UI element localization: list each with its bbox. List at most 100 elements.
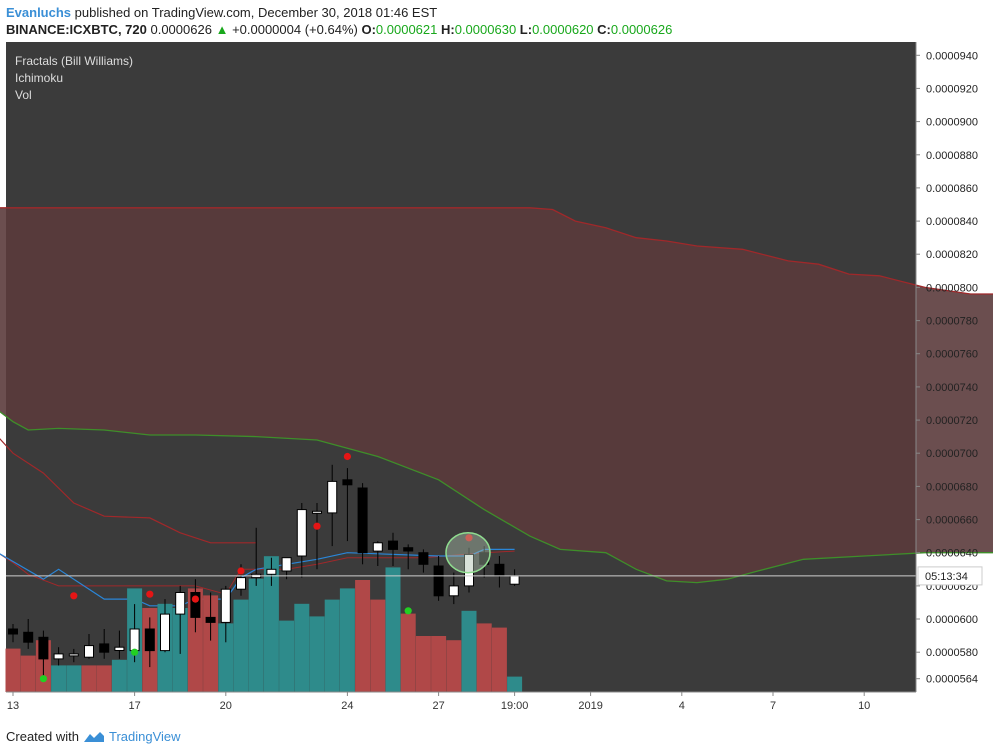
symbol-label[interactable]: BINANCE:ICXBTC, 720 (6, 22, 147, 37)
price-tick-label: 0.0000860 (926, 183, 978, 195)
candle-body[interactable] (23, 631, 34, 643)
volume-bar (96, 665, 112, 692)
annotations[interactable] (6, 531, 916, 577)
candle-body[interactable] (342, 479, 353, 486)
volume-bar (507, 676, 523, 692)
price-tick-label: 0.0000820 (926, 249, 978, 261)
candle-body[interactable] (296, 509, 307, 557)
price-tick-label: 0.0000800 (926, 282, 978, 294)
fractal-up-marker (343, 452, 351, 461)
time-axis[interactable]: 13 17 20 24 27 19:00 2019 4 7 10 (7, 692, 870, 712)
candle-body[interactable] (220, 588, 231, 623)
highlight-circle[interactable] (445, 531, 491, 574)
volume-bar (370, 599, 386, 692)
high-label: H: (441, 22, 455, 37)
fractal-up-marker (237, 567, 245, 575)
price-tick-label: 0.0000740 (926, 382, 978, 394)
candle-body[interactable] (357, 487, 368, 554)
tenkan-line (0, 548, 515, 607)
time-tick-label: 7 (770, 700, 776, 712)
candle-body[interactable] (418, 552, 429, 565)
volume-bar (248, 578, 264, 692)
ichimoku-cloud (0, 207, 993, 583)
volume-bar (309, 616, 325, 692)
candle-body[interactable] (464, 553, 474, 587)
author-link[interactable]: Evanluchs (6, 5, 72, 20)
candle-body[interactable] (38, 636, 49, 660)
volume-bar (476, 623, 492, 692)
candle-body[interactable] (494, 563, 505, 577)
price-tick-label: 0.0000900 (926, 117, 978, 129)
fractals (39, 452, 473, 683)
volume-bar (51, 665, 67, 692)
price-tick-label: 0.0000880 (926, 150, 978, 162)
price-chart[interactable]: Fractals (Bill Williams) Ichimoku Vol 0.… (0, 40, 993, 720)
candle-body[interactable] (388, 540, 398, 550)
indicator-legend: Fractals (Bill Williams) Ichimoku Vol (15, 54, 133, 102)
fractal-down-marker (131, 648, 139, 656)
candle-body[interactable] (53, 653, 64, 660)
time-tick-label: 10 (858, 700, 870, 712)
up-arrow-icon: ▲ (215, 22, 229, 37)
indicator-fractals[interactable]: Fractals (Bill Williams) (15, 54, 133, 68)
candles[interactable] (8, 464, 520, 676)
volume-bar (5, 648, 21, 692)
volume-bar (339, 588, 355, 692)
senkou-span-b-line (0, 410, 993, 584)
candle-body[interactable] (175, 592, 186, 615)
volume-bar (111, 659, 127, 692)
volume-bar (20, 655, 36, 692)
high-value: 0.0000630 (454, 22, 517, 37)
quote-line: BINANCE:ICXBTC, 720 0.0000626 ▲ +0.00000… (6, 21, 672, 38)
candle-body[interactable] (509, 575, 520, 585)
candle-body[interactable] (205, 616, 216, 623)
price-axis[interactable]: 0.0000940 0.0000920 0.0000900 0.0000880 0.00… (916, 50, 983, 686)
candle-body[interactable] (160, 613, 170, 652)
candle-body[interactable] (8, 628, 18, 635)
low-label: L: (519, 22, 533, 37)
price-change: +0.0000004 (+0.64%) (232, 22, 358, 37)
price-tick-label: 0.0000580 (926, 647, 978, 659)
chikou-line (0, 438, 257, 544)
time-tick-label: 20 (220, 700, 232, 712)
volume-bar (294, 603, 310, 692)
time-tick-label: 17 (128, 700, 140, 712)
price-tick-label: 0.0000920 (926, 83, 978, 95)
volume-bar (446, 640, 462, 692)
volume-bar (218, 623, 234, 692)
volume-bar (66, 665, 82, 692)
candle-body[interactable] (312, 510, 322, 514)
volume-bar (263, 556, 279, 692)
volume-bar (461, 610, 477, 692)
candle-body[interactable] (266, 568, 277, 575)
candle-body[interactable] (114, 646, 125, 652)
tradingview-brand[interactable]: TradingView (108, 729, 181, 744)
close-label: C: (597, 22, 611, 37)
volume-bar (415, 636, 431, 692)
price-tick-label: 0.0000700 (926, 448, 978, 460)
low-value: 0.0000620 (532, 22, 594, 37)
candle-body[interactable] (129, 628, 140, 652)
indicator-vol[interactable]: Vol (15, 88, 32, 102)
time-tick-label: 24 (341, 700, 353, 712)
indicator-ichimoku[interactable]: Ichimoku (15, 71, 63, 85)
candle-body[interactable] (403, 547, 414, 552)
candle-body[interactable] (144, 628, 155, 652)
candle-body[interactable] (99, 643, 110, 653)
open-label: O: (361, 22, 376, 37)
candle-body[interactable] (433, 565, 444, 597)
candle-body[interactable] (281, 557, 292, 572)
candle-body[interactable] (327, 480, 338, 514)
time-tick-label: 4 (679, 700, 685, 712)
open-value: 0.0000621 (375, 22, 438, 37)
price-tick-label: 0.0000720 (926, 415, 978, 427)
candle-body[interactable] (372, 542, 383, 552)
volume-bars (5, 556, 523, 692)
candle-body[interactable] (236, 577, 246, 590)
candle-body[interactable] (448, 585, 459, 597)
candle-body[interactable] (84, 645, 94, 658)
close-value: 0.0000626 (610, 22, 673, 37)
price-tick-label: 0.0000660 (926, 515, 978, 527)
candle-body[interactable] (68, 653, 79, 657)
candle-body[interactable] (190, 592, 201, 618)
